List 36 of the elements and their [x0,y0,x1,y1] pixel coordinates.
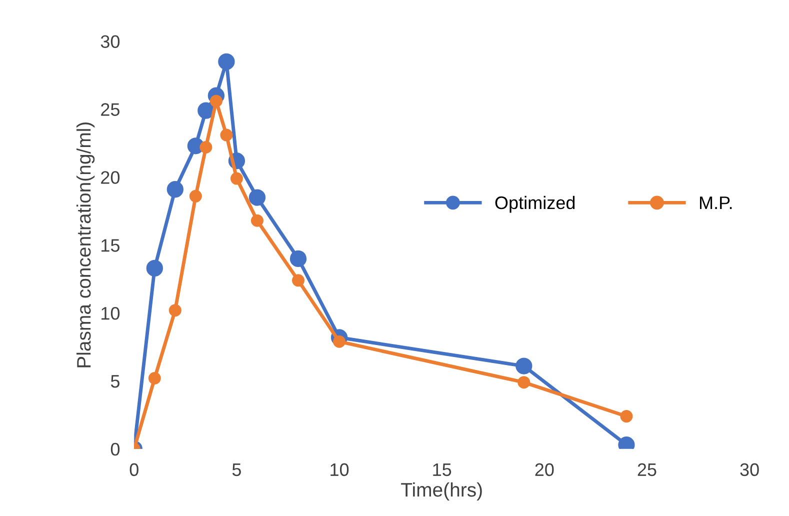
point [290,250,307,268]
x-tick-label: 20 [535,463,554,476]
y-tick-label: 30 [100,35,120,48]
point [230,172,243,185]
point [189,190,202,202]
legend-label: Optimized [495,196,575,213]
y-tick-label: 25 [101,103,120,116]
y-tick-label: 10 [102,306,120,320]
point [168,304,182,317]
y-tick-label: 15 [102,239,120,252]
x-tick-label: 0 [130,463,138,476]
y-tick-label: 0 [110,442,120,456]
point [166,181,184,198]
point [210,94,222,108]
point [148,372,161,385]
point [250,214,264,227]
point [518,376,530,389]
point [220,128,233,142]
x-tick-label: 10 [330,463,349,476]
point [146,260,163,277]
x-axis-title: Time(hrs) [401,482,482,501]
x-tick-label: 30 [740,463,759,476]
y-tick-label: 5 [110,375,120,388]
point [200,141,212,154]
point [620,410,633,423]
x-tick-label: 5 [232,463,241,476]
point [248,189,266,206]
x-tick-label: 15 [433,463,452,476]
point [516,358,532,374]
point [292,274,304,287]
legend-label: M.P. [700,196,732,210]
x-tick-label: 25 [638,463,656,476]
y-axis-title: Plasma concentration(ng/ml) [76,122,95,368]
y-tick-label: 20 [101,171,120,184]
point [218,53,235,70]
point [198,102,214,119]
